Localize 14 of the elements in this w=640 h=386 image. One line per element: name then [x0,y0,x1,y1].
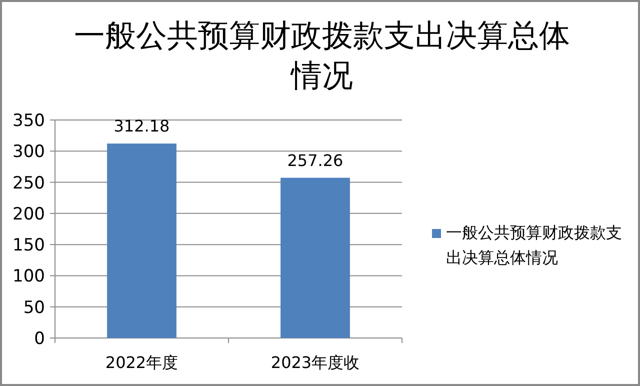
data-label: 257.26 [287,150,344,170]
data-label: 312.18 [114,116,170,136]
x-tick-label: 2023年度收 [270,353,360,372]
y-tick-label: 350 [12,111,45,131]
y-tick-label: 100 [12,266,45,287]
y-tick-label: 300 [12,142,45,162]
y-tick-label: 50 [23,298,45,318]
y-tick-label: 250 [12,173,45,194]
y-tick-label: 150 [12,236,45,256]
legend-label: 一般公共预算财政拨款支出决算总体情况 [446,222,623,269]
y-tick-label: 200 [12,204,45,224]
x-tick-label: 2022年度 [105,353,178,372]
chart-title: 一般公共预算财政拨款支出决算总体情况 [73,17,571,96]
y-tick-label: 0 [34,329,45,349]
